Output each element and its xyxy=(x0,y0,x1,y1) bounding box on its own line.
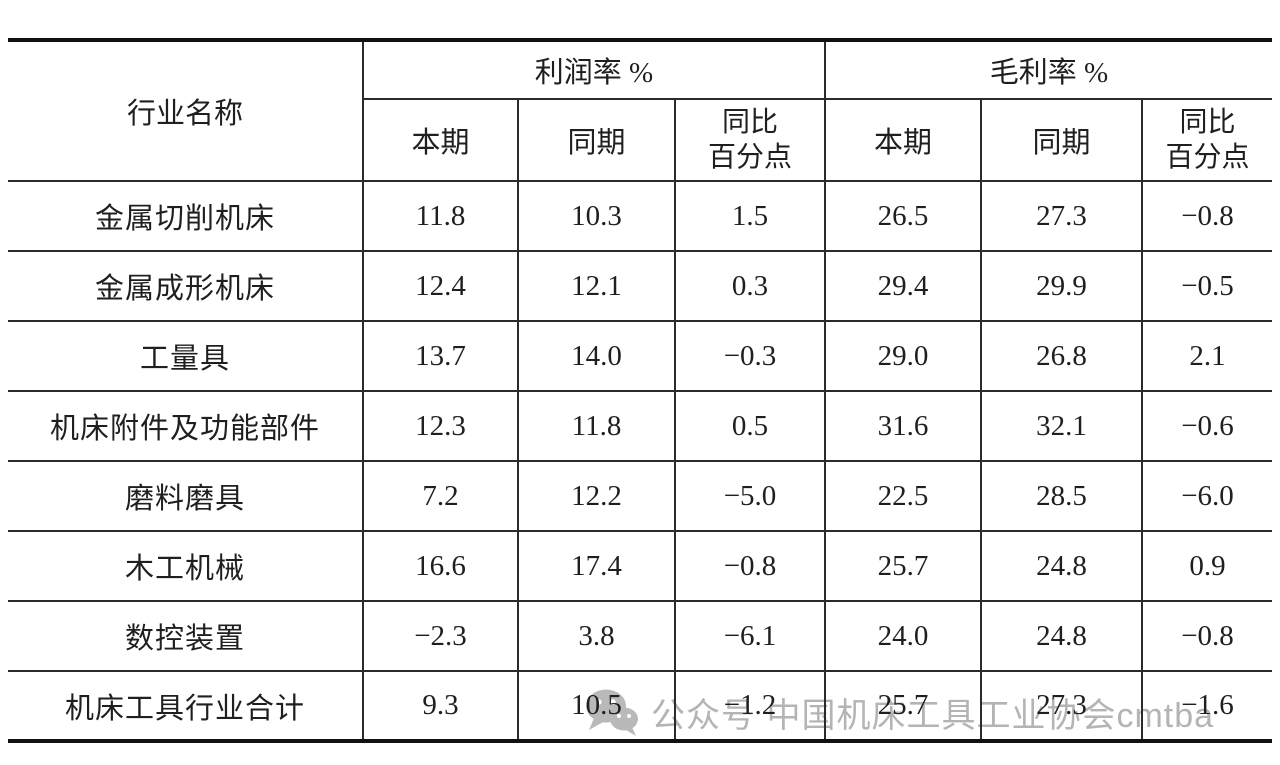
cell-value: 24.0 xyxy=(824,600,982,672)
cell-value: 3.8 xyxy=(517,600,676,672)
cell-value: 24.8 xyxy=(980,530,1143,602)
cell-value: 28.5 xyxy=(980,460,1143,532)
cell-value: 32.1 xyxy=(980,390,1143,462)
profit-rate-group-header: 利润率 % xyxy=(362,39,826,100)
cell-value: 22.5 xyxy=(824,460,982,532)
cell-value: 1.5 xyxy=(674,180,826,252)
industry-name-cell: 木工机械 xyxy=(8,530,364,602)
industry-profit-table: 行业名称 利润率 % 毛利率 % 本期 同期 同比 百分点 本期 同期 同比 百… xyxy=(8,38,1273,743)
cell-value: 11.8 xyxy=(362,180,519,252)
industry-name-cell: 机床附件及功能部件 xyxy=(8,390,364,462)
profit-current-header: 本期 xyxy=(363,98,519,182)
cell-value: 26.8 xyxy=(980,320,1143,392)
cell-value: −1.2 xyxy=(674,670,826,742)
table-row: 数控装置 −2.3 3.8 −6.1 24.0 24.8 −0.8 xyxy=(8,600,1273,672)
cell-value: 27.3 xyxy=(980,670,1143,742)
cell-value: 0.5 xyxy=(674,390,826,462)
table-row: 磨料磨具 7.2 12.2 −5.0 22.5 28.5 −6.0 xyxy=(8,460,1273,532)
table-row: 金属切削机床 11.8 10.3 1.5 26.5 27.3 −0.8 xyxy=(8,180,1273,252)
table-row: 工量具 13.7 14.0 −0.3 29.0 26.8 2.1 xyxy=(8,320,1273,392)
cell-value: 0.3 xyxy=(674,250,826,322)
cell-value: 12.3 xyxy=(362,390,519,462)
cell-value: 14.0 xyxy=(517,320,676,392)
table-row: 木工机械 16.6 17.4 −0.8 25.7 24.8 0.9 xyxy=(8,530,1273,602)
table-row: 机床工具行业合计 9.3 10.5 −1.2 25.7 27.3 −1.6 xyxy=(8,670,1273,742)
cell-value: −2.3 xyxy=(362,600,519,672)
cell-value: −0.3 xyxy=(674,320,826,392)
cell-value: −1.6 xyxy=(1140,670,1273,742)
cell-value: 24.8 xyxy=(980,600,1143,672)
gross-margin-group-header: 毛利率 % xyxy=(823,39,1273,100)
cell-value: 10.5 xyxy=(517,670,676,742)
industry-name-cell: 数控装置 xyxy=(8,600,364,672)
cell-value: 29.4 xyxy=(824,250,982,322)
cell-value: 17.4 xyxy=(517,530,676,602)
industry-name-cell: 磨料磨具 xyxy=(8,460,364,532)
cell-value: −6.1 xyxy=(674,600,826,672)
gross-prior-header: 同期 xyxy=(980,98,1143,182)
cell-value: 29.9 xyxy=(980,250,1143,322)
cell-value: 31.6 xyxy=(824,390,982,462)
gross-yoy-header: 同比 百分点 xyxy=(1140,98,1273,182)
cell-value: 25.7 xyxy=(824,530,982,602)
cell-value: 13.7 xyxy=(362,320,519,392)
industry-name-cell: 金属成形机床 xyxy=(8,250,364,322)
cell-value: −5.0 xyxy=(674,460,826,532)
cell-value: 27.3 xyxy=(980,180,1143,252)
profit-yoy-header: 同比 百分点 xyxy=(674,98,826,182)
cell-value: 12.1 xyxy=(517,250,676,322)
table-row: 金属成形机床 12.4 12.1 0.3 29.4 29.9 −0.5 xyxy=(8,250,1273,322)
industry-name-header: 行业名称 xyxy=(8,39,364,182)
cell-value: 2.1 xyxy=(1140,320,1273,392)
cell-value: −0.5 xyxy=(1140,250,1273,322)
gross-current-header: 本期 xyxy=(824,98,982,182)
cell-value: 12.2 xyxy=(517,460,676,532)
cell-value: −0.8 xyxy=(674,530,826,602)
industry-name-cell: 金属切削机床 xyxy=(8,180,364,252)
industry-name-cell: 机床工具行业合计 xyxy=(8,670,364,742)
cell-value: 0.9 xyxy=(1140,530,1273,602)
cell-value: −6.0 xyxy=(1140,460,1273,532)
cell-value: 29.0 xyxy=(824,320,982,392)
industry-name-cell: 工量具 xyxy=(8,320,364,392)
table-header: 行业名称 利润率 % 毛利率 % 本期 同期 同比 百分点 本期 同期 同比 百… xyxy=(8,39,1273,182)
cell-value: 11.8 xyxy=(517,390,676,462)
profit-prior-header: 同期 xyxy=(517,98,676,182)
cell-value: 16.6 xyxy=(362,530,519,602)
sub-header-row: 本期 同期 同比 百分点 本期 同期 同比 百分点 xyxy=(8,98,1273,182)
cell-value: −0.8 xyxy=(1140,180,1273,252)
cell-value: −0.8 xyxy=(1140,600,1273,672)
cell-value: 26.5 xyxy=(824,180,982,252)
cell-value: 10.3 xyxy=(517,180,676,252)
group-header-row: 行业名称 利润率 % 毛利率 % xyxy=(8,39,1273,182)
cell-value: −0.6 xyxy=(1140,390,1273,462)
table-body: 金属切削机床 11.8 10.3 1.5 26.5 27.3 −0.8 金属成形… xyxy=(8,180,1273,742)
cell-value: 9.3 xyxy=(362,670,519,742)
table-row: 机床附件及功能部件 12.3 11.8 0.5 31.6 32.1 −0.6 xyxy=(8,390,1273,462)
cell-value: 7.2 xyxy=(362,460,519,532)
cell-value: 12.4 xyxy=(362,250,519,322)
cell-value: 25.7 xyxy=(824,670,982,742)
